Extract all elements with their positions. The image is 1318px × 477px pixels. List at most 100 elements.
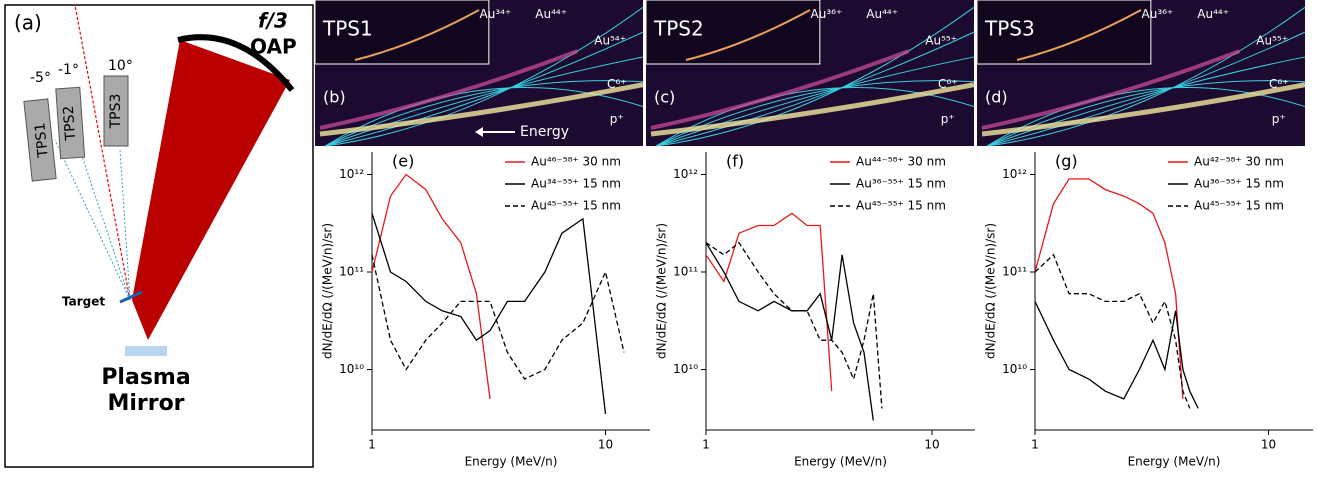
- species-label: Au⁴⁴⁺: [866, 7, 898, 21]
- x-tick-label: 1: [1031, 438, 1039, 452]
- y-tick-label: 10¹²: [339, 167, 364, 181]
- y-axis-label: dN/dE/dΩ (/(MeV/n)/sr): [984, 223, 998, 359]
- diagram: [4, 4, 314, 468]
- sightline: [119, 149, 131, 301]
- legend-label: Au³⁴⁻⁵⁵⁺ 15 nm: [531, 177, 621, 191]
- trace-curve: [324, 56, 644, 147]
- series-line: [705, 242, 874, 421]
- trace-curve: [986, 31, 1306, 147]
- inset-signal: [1016, 9, 1142, 61]
- x-axis-label: Energy (MeV/n): [465, 455, 558, 469]
- x-tick-label: 10: [598, 438, 613, 452]
- inset: [314, 0, 490, 65]
- angle-label: -5°: [30, 70, 51, 86]
- trace-curve: [655, 31, 975, 147]
- legend-label: Au³⁶⁻⁵⁵⁺ 15 nm: [1194, 177, 1284, 191]
- x-tick-label: 10: [1261, 438, 1276, 452]
- legend-label: Au⁴²⁻⁵⁸⁺ 30 nm: [1194, 155, 1284, 169]
- sightline: [54, 139, 131, 301]
- y-tick-label: 10¹¹: [1002, 265, 1027, 279]
- species-label: p⁺: [941, 112, 955, 126]
- oap-label: OAP: [250, 35, 297, 59]
- image-letter: (b): [323, 88, 346, 107]
- image-title: TPS3: [984, 17, 1035, 41]
- signal: [319, 49, 579, 130]
- arrow-label: Energy: [520, 124, 569, 140]
- tps-images: TPS1 (b) Au³⁴⁺ Au⁴⁴⁺ Au⁵⁴⁺ C⁶⁺ p⁺ Energy TPS2 (c)…: [314, 0, 1306, 147]
- y-tick-label: 10¹²: [673, 167, 698, 181]
- legend-label: Au⁴⁵⁻⁵⁵⁺ 15 nm: [1194, 199, 1284, 213]
- image-letter: (c): [654, 88, 675, 107]
- species-label: C⁶⁺: [938, 77, 958, 91]
- legend-label: Au⁴⁵⁻⁵⁵⁺ 15 nm: [856, 199, 946, 213]
- y-axis-label: dN/dE/dΩ (/(MeV/n)/sr): [655, 223, 669, 359]
- laser-axis: [74, 4, 131, 301]
- detector-label: TPS3: [108, 94, 124, 130]
- lens-label: f/3: [258, 9, 288, 33]
- legend-label: Au³⁶⁻⁵⁵⁺ 15 nm: [856, 177, 946, 191]
- species-label: C⁶⁺: [1269, 77, 1289, 91]
- trace-curve: [986, 56, 1306, 147]
- beam: [132, 40, 290, 340]
- species-label: Au⁴⁴⁺: [1197, 7, 1229, 21]
- legend-label: Au⁴⁶⁻⁵⁸⁺ 30 nm: [531, 155, 621, 169]
- angle-label: -1°: [58, 62, 79, 78]
- x-axis-label: Energy (MeV/n): [1128, 455, 1221, 469]
- detector: [23, 98, 57, 182]
- series-line: [371, 213, 607, 415]
- series-line: [1034, 301, 1199, 409]
- species-label: Au³⁶⁺: [1142, 7, 1174, 21]
- detector-label: TPS2: [61, 105, 79, 142]
- x-tick-label: 1: [702, 438, 710, 452]
- signal: [319, 82, 644, 137]
- plasma-mirror: [125, 346, 167, 356]
- detector: [55, 86, 86, 160]
- series-line: [371, 254, 625, 380]
- target-label: Target: [62, 295, 105, 309]
- signal: [981, 82, 1306, 137]
- arrow-head: [475, 127, 483, 137]
- trace-curve: [655, 6, 975, 147]
- panel-letter: (a): [14, 11, 42, 35]
- legend-label: Au⁴⁵⁻⁵⁵⁺ 15 nm: [531, 199, 621, 213]
- signal: [650, 49, 910, 130]
- image-title: TPS2: [653, 17, 704, 41]
- y-tick-label: 10¹⁰: [339, 362, 364, 376]
- species-label: Au³⁴⁺: [480, 7, 512, 21]
- trace-curve: [324, 31, 644, 147]
- oap-mirror: [177, 34, 295, 92]
- y-tick-label: 10¹²: [1002, 167, 1027, 181]
- species-label: Au⁵⁵⁺: [1256, 33, 1288, 47]
- inset: [645, 0, 821, 65]
- inset: [976, 0, 1152, 65]
- inset-signal: [354, 9, 480, 61]
- y-axis-label: dN/dE/dΩ (/(MeV/n)/sr): [321, 223, 335, 359]
- x-tick-label: 1: [368, 438, 376, 452]
- legend-label: Au⁴⁴⁻⁵⁸⁺ 30 nm: [856, 155, 946, 169]
- detector: [103, 75, 129, 147]
- series-line: [705, 241, 883, 409]
- series-line: [705, 212, 833, 392]
- species-label: Au³⁶⁺: [811, 7, 843, 21]
- series-line: [1035, 255, 1217, 409]
- angle-label: 10°: [108, 58, 133, 74]
- charts: 10¹⁰ 10¹¹ 10¹² 1 10 Energy (MeV/n) dN/dE/dΩ (/…: [321, 152, 1313, 469]
- species-label: p⁺: [610, 112, 624, 126]
- y-tick-label: 10¹¹: [339, 265, 364, 279]
- x-tick-label: 10: [924, 438, 939, 452]
- trace-curve: [986, 86, 1306, 147]
- mirror-label: Mirror: [107, 391, 184, 416]
- panel-letter: (e): [392, 152, 414, 171]
- signal: [650, 82, 975, 137]
- trace-curve: [324, 86, 644, 147]
- trace-curve: [655, 86, 975, 147]
- signal: [981, 49, 1241, 130]
- trace-curve: [655, 56, 975, 147]
- panel-letter: (f): [726, 152, 744, 171]
- trace-curve: [986, 6, 1306, 147]
- trace-curve: [324, 6, 644, 147]
- species-label: p⁺: [1272, 112, 1286, 126]
- series-line: [1034, 178, 1184, 399]
